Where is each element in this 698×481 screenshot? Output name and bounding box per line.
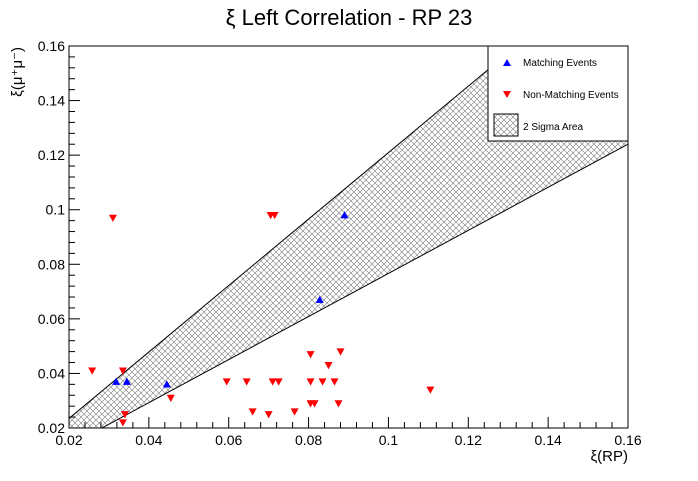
matching-event-point-4 — [340, 211, 349, 219]
non-matching-event-point-2 — [118, 367, 127, 375]
x-tick-label-6: 0.14 — [535, 432, 562, 448]
non-matching-event-point-18 — [310, 400, 319, 408]
chart-title: ξ Left Correlation - RP 23 — [226, 5, 473, 30]
x-axis-label: ξ(RP) — [590, 448, 628, 465]
non-matching-event-point-7 — [242, 378, 251, 386]
matching-event-point-0 — [112, 377, 121, 385]
x-tick-label-3: 0.08 — [295, 432, 322, 448]
non-matching-event-point-15 — [306, 351, 315, 359]
non-matching-event-point-4 — [118, 419, 127, 427]
non-matching-event-point-12 — [268, 378, 277, 386]
matching-event-point-1 — [122, 377, 131, 385]
non-matching-event-point-5 — [166, 394, 175, 402]
x-tick-label-0: 0.02 — [55, 432, 82, 448]
sigma-band-lower-edge — [100, 143, 628, 428]
legend: Matching Events Non-Matching Events 2 Si… — [487, 45, 629, 142]
y-tick-label-3: 0.08 — [38, 256, 65, 272]
y-tick-label-1: 0.04 — [38, 365, 65, 381]
non-matching-event-point-9 — [264, 411, 273, 419]
non-matching-event-point-8 — [248, 408, 257, 416]
y-tick-label-5: 0.12 — [38, 147, 65, 163]
matching-event-point-3 — [315, 295, 324, 303]
axis-ticks-layer: 0.02 0.04 0.06 0.08 0.1 0.12 0.14 0.16 0.02 0.04 0… — [38, 38, 642, 448]
legend-sigma-label: 2 Sigma Area — [523, 122, 583, 133]
non-matching-event-point-0 — [88, 367, 97, 375]
x-tick-label-1: 0.04 — [135, 432, 162, 448]
x-tick-label-2: 0.06 — [215, 432, 242, 448]
legend-non-matching-marker — [503, 91, 511, 98]
non-matching-event-point-1 — [108, 214, 117, 222]
plot-frame — [68, 45, 629, 429]
non-matching-event-point-11 — [270, 211, 279, 220]
legend-sigma-swatch — [493, 113, 519, 137]
non-matching-event-point-16 — [306, 378, 315, 386]
non-matching-event-point-20 — [324, 362, 333, 370]
legend-matching-marker — [503, 59, 511, 66]
y-tick-label-0: 0.02 — [38, 420, 65, 436]
non-matching-event-point-14 — [290, 408, 299, 416]
non-matching-event-point-6 — [222, 378, 231, 386]
non-matching-event-point-3 — [120, 411, 129, 419]
non-matching-event-point-24 — [426, 386, 435, 394]
x-tick-label-5: 0.12 — [455, 432, 482, 448]
y-axis-label: ξ(μ⁺μ⁻) — [9, 47, 26, 97]
legend-non-matching-label: Non-Matching Events — [523, 90, 619, 101]
y-tick-label-4: 0.1 — [46, 202, 66, 218]
legend-matching-label: Matching Events — [523, 58, 597, 69]
non-matching-event-point-19 — [318, 378, 327, 386]
data-points-layer — [88, 211, 435, 427]
non-matching-event-point-23 — [336, 348, 345, 356]
x-tick-label-7: 0.16 — [614, 432, 641, 448]
non-matching-event-point-22 — [334, 400, 343, 408]
non-matching-event-point-21 — [330, 378, 339, 386]
y-tick-label-7: 0.16 — [38, 38, 65, 54]
matching-event-point-2 — [162, 380, 171, 388]
y-tick-label-6: 0.14 — [38, 93, 65, 109]
x-tick-label-4: 0.1 — [379, 432, 399, 448]
sigma-band-upper-edge — [69, 46, 518, 419]
y-tick-label-2: 0.06 — [38, 311, 65, 327]
non-matching-event-point-13 — [274, 378, 283, 386]
